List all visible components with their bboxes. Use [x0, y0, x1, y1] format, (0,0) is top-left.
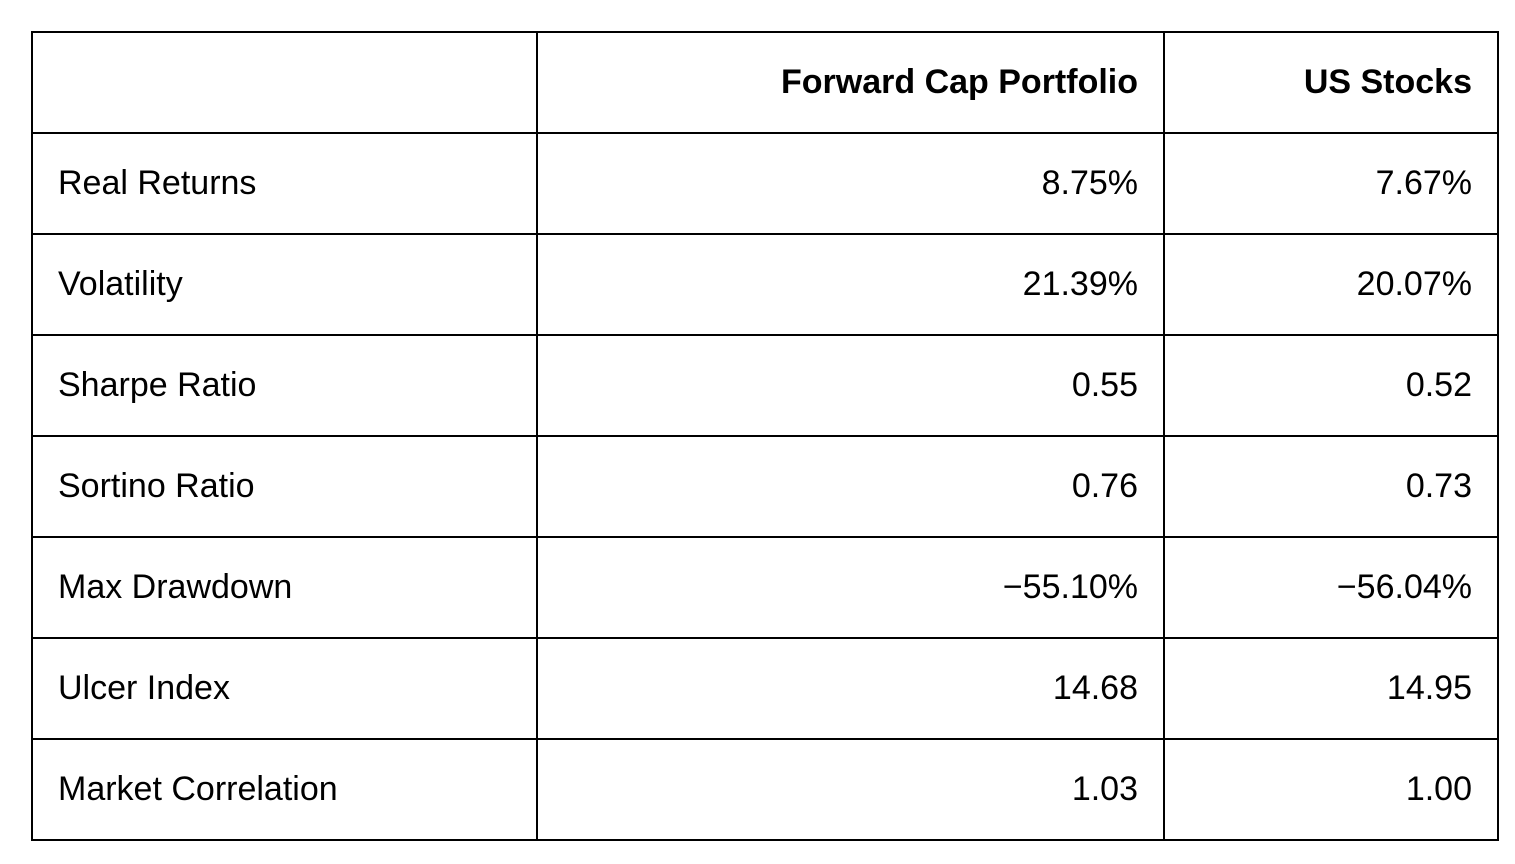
forward-cap-value: 0.55: [536, 334, 1165, 437]
table-row: Market Correlation 1.03 1.00: [31, 738, 1499, 841]
forward-cap-value: 1.03: [536, 738, 1165, 841]
metric-label: Ulcer Index: [31, 637, 538, 740]
metric-label: Sortino Ratio: [31, 435, 538, 538]
metric-label: Market Correlation: [31, 738, 538, 841]
metric-label: Volatility: [31, 233, 538, 336]
table-row: Max Drawdown −55.10% −56.04%: [31, 536, 1499, 639]
us-stocks-value: 0.73: [1163, 435, 1499, 538]
table-row: Ulcer Index 14.68 14.95: [31, 637, 1499, 740]
us-stocks-value: 20.07%: [1163, 233, 1499, 336]
column-header-us-stocks: US Stocks: [1163, 31, 1499, 134]
table-row: Volatility 21.39% 20.07%: [31, 233, 1499, 336]
table-row: Sortino Ratio 0.76 0.73: [31, 435, 1499, 538]
forward-cap-value: 0.76: [536, 435, 1165, 538]
forward-cap-value: 14.68: [536, 637, 1165, 740]
metric-label: Sharpe Ratio: [31, 334, 538, 437]
performance-metrics-table: Forward Cap Portfolio US Stocks Real Ret…: [31, 31, 1499, 841]
header-row: Forward Cap Portfolio US Stocks: [31, 31, 1499, 134]
table-row: Sharpe Ratio 0.55 0.52: [31, 334, 1499, 437]
forward-cap-value: 21.39%: [536, 233, 1165, 336]
metric-label: Real Returns: [31, 132, 538, 235]
column-header-forward-cap-portfolio: Forward Cap Portfolio: [536, 31, 1165, 134]
us-stocks-value: 7.67%: [1163, 132, 1499, 235]
forward-cap-value: 8.75%: [536, 132, 1165, 235]
table-row: Real Returns 8.75% 7.67%: [31, 132, 1499, 235]
column-header-empty: [31, 31, 538, 134]
metric-label: Max Drawdown: [31, 536, 538, 639]
us-stocks-value: −56.04%: [1163, 536, 1499, 639]
forward-cap-value: −55.10%: [536, 536, 1165, 639]
us-stocks-value: 0.52: [1163, 334, 1499, 437]
us-stocks-value: 1.00: [1163, 738, 1499, 841]
us-stocks-value: 14.95: [1163, 637, 1499, 740]
